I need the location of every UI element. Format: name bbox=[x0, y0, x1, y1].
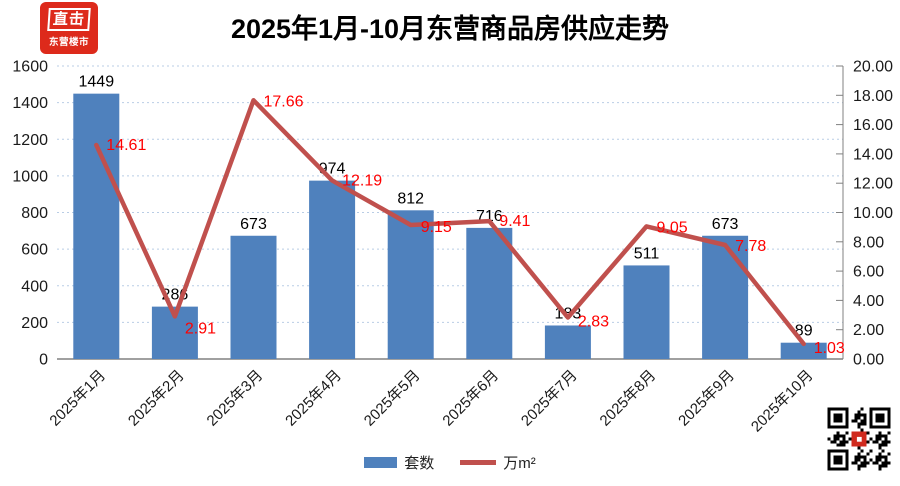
svg-text:2.83: 2.83 bbox=[578, 314, 609, 331]
svg-text:1600: 1600 bbox=[12, 59, 48, 76]
svg-text:6.00: 6.00 bbox=[853, 264, 884, 281]
svg-text:4.00: 4.00 bbox=[853, 293, 884, 310]
svg-text:2.00: 2.00 bbox=[853, 322, 884, 339]
svg-text:1400: 1400 bbox=[12, 95, 48, 112]
svg-text:2025年7月: 2025年7月 bbox=[518, 367, 581, 430]
logo-subtitle: 东营楼市 bbox=[48, 37, 89, 48]
chart-legend: 套数 万m² bbox=[0, 452, 900, 473]
svg-text:8.00: 8.00 bbox=[853, 234, 884, 251]
site-logo: 直击 东营楼市 bbox=[40, 2, 98, 54]
svg-text:14.61: 14.61 bbox=[106, 137, 146, 154]
svg-text:600: 600 bbox=[21, 242, 48, 259]
bar-series-swatch bbox=[364, 457, 398, 468]
svg-text:800: 800 bbox=[21, 205, 48, 222]
svg-text:18.00: 18.00 bbox=[853, 88, 893, 105]
svg-text:0.00: 0.00 bbox=[853, 352, 884, 369]
svg-text:1000: 1000 bbox=[12, 168, 48, 185]
svg-text:20.00: 20.00 bbox=[853, 59, 893, 76]
svg-text:17.66: 17.66 bbox=[264, 93, 304, 110]
bar-series-label: 套数 bbox=[404, 455, 435, 472]
svg-text:673: 673 bbox=[240, 216, 267, 233]
svg-text:9.41: 9.41 bbox=[499, 213, 530, 230]
chart-title: 2025年1月-10月东营商品房供应走势 bbox=[230, 14, 670, 44]
svg-text:9.15: 9.15 bbox=[421, 219, 452, 236]
svg-text:2025年6月: 2025年6月 bbox=[439, 367, 502, 430]
line-series-swatch bbox=[460, 460, 497, 465]
svg-text:400: 400 bbox=[21, 278, 48, 295]
line-series-label: 万m² bbox=[503, 455, 536, 472]
svg-text:16.00: 16.00 bbox=[853, 117, 893, 134]
svg-text:10.00: 10.00 bbox=[853, 205, 893, 222]
svg-text:200: 200 bbox=[21, 315, 48, 332]
svg-text:2025年2月: 2025年2月 bbox=[125, 367, 188, 430]
svg-text:9.05: 9.05 bbox=[657, 219, 688, 236]
svg-text:812: 812 bbox=[397, 190, 424, 207]
svg-text:12.00: 12.00 bbox=[853, 176, 893, 193]
svg-text:2025年8月: 2025年8月 bbox=[597, 367, 660, 430]
svg-text:2.91: 2.91 bbox=[185, 320, 216, 337]
svg-text:2025年1月: 2025年1月 bbox=[46, 367, 109, 430]
qr-code bbox=[826, 406, 892, 472]
legend-item-bar: 套数 bbox=[364, 452, 434, 473]
svg-text:1.03: 1.03 bbox=[814, 340, 845, 357]
svg-text:2025年5月: 2025年5月 bbox=[361, 367, 424, 430]
svg-text:14.00: 14.00 bbox=[853, 146, 893, 163]
svg-text:2025年4月: 2025年4月 bbox=[282, 367, 345, 430]
svg-text:0: 0 bbox=[39, 352, 48, 369]
svg-text:2025年10月: 2025年10月 bbox=[748, 367, 817, 436]
svg-text:511: 511 bbox=[634, 245, 660, 262]
svg-text:7.78: 7.78 bbox=[735, 238, 766, 255]
svg-text:12.19: 12.19 bbox=[342, 172, 382, 189]
svg-text:1200: 1200 bbox=[12, 132, 48, 149]
svg-text:2025年9月: 2025年9月 bbox=[675, 367, 738, 430]
svg-text:1449: 1449 bbox=[79, 74, 115, 91]
legend-item-line: 万m² bbox=[460, 452, 536, 473]
svg-text:673: 673 bbox=[712, 216, 739, 233]
svg-text:2025年3月: 2025年3月 bbox=[204, 367, 267, 430]
